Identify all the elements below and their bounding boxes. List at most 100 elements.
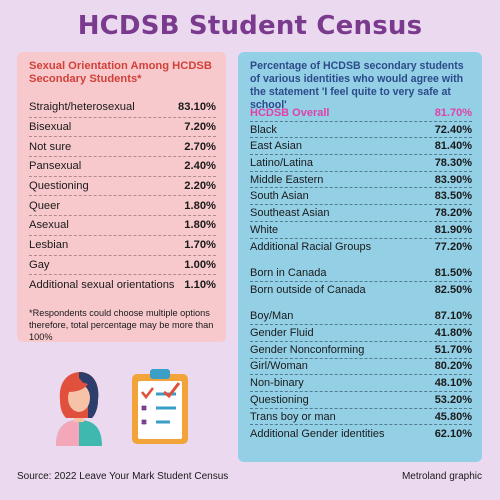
table-row: Lesbian 1.70% bbox=[29, 236, 216, 256]
row-label: Born outside of Canada bbox=[250, 284, 366, 297]
row-label: Questioning bbox=[29, 180, 89, 193]
row-label: Black bbox=[250, 123, 277, 136]
table-row: Straight/heterosexual 83.10% bbox=[29, 98, 216, 118]
row-label: South Asian bbox=[250, 190, 309, 203]
row-value: 83.10% bbox=[178, 101, 216, 114]
row-label: Additional sexual orientations bbox=[29, 279, 175, 292]
row-value: 1.00% bbox=[184, 258, 216, 271]
table-row: Non-binary 48.10% bbox=[250, 375, 472, 392]
table-row: Born outside of Canada 82.50% bbox=[250, 282, 472, 299]
row-value: 62.10% bbox=[434, 427, 472, 440]
row-label: Lesbian bbox=[29, 239, 69, 252]
table-row: Boy/Man 87.10% bbox=[250, 309, 472, 326]
row-label: Asexual bbox=[29, 219, 69, 232]
row-value: 41.80% bbox=[434, 327, 472, 340]
footer: Source: 2022 Leave Your Mark Student Cen… bbox=[0, 466, 500, 488]
row-label: HCDSB Overall bbox=[250, 106, 330, 119]
table-row: Pansexual 2.40% bbox=[29, 157, 216, 177]
row-value: 7.20% bbox=[184, 121, 216, 134]
row-label: Not sure bbox=[29, 140, 72, 153]
row-value: 1.80% bbox=[184, 219, 216, 232]
row-label: Bisexual bbox=[29, 121, 72, 134]
row-label: Non-binary bbox=[250, 377, 304, 390]
row-label: Questioning bbox=[250, 393, 309, 406]
row-value: 83.90% bbox=[434, 173, 472, 186]
row-label: Born in Canada bbox=[250, 267, 327, 280]
row-value: 81.50% bbox=[434, 267, 472, 280]
table-row: Bisexual 7.20% bbox=[29, 118, 216, 138]
row-value: 83.50% bbox=[434, 190, 472, 203]
row-value: 81.40% bbox=[434, 140, 472, 153]
row-value: 81.90% bbox=[434, 223, 472, 236]
row-label: White bbox=[250, 223, 279, 236]
gender-table: Boy/Man 87.10% Gender Fluid 41.80% Gender No… bbox=[250, 309, 472, 443]
row-value: 1.10% bbox=[184, 279, 216, 292]
clipboard-checklist-icon bbox=[128, 368, 192, 446]
sexual-orientation-panel: Sexual Orientation Among HCDSB Secondary… bbox=[17, 52, 226, 342]
row-label: Pansexual bbox=[29, 160, 82, 173]
row-value: 87.10% bbox=[434, 310, 472, 323]
credit-text: Metroland graphic bbox=[401, 471, 482, 482]
safety-heading: Percentage of HCDSB secondary students o… bbox=[250, 60, 464, 111]
table-row: Latino/Latina 78.30% bbox=[250, 155, 472, 172]
row-label: Southeast Asian bbox=[250, 206, 330, 219]
overall-row: HCDSB Overall 81.70% bbox=[250, 105, 472, 122]
row-label: Latino/Latina bbox=[250, 156, 313, 169]
row-value: 78.20% bbox=[434, 206, 472, 219]
source-text: Source: 2022 Leave Your Mark Student Cen… bbox=[17, 471, 229, 482]
row-value: 80.20% bbox=[434, 360, 472, 373]
table-row: Not sure 2.70% bbox=[29, 137, 216, 158]
table-row: Questioning 2.20% bbox=[29, 177, 216, 197]
table-row: Additional sexual orientations 1.10% bbox=[29, 275, 216, 295]
row-label: Gender Nonconforming bbox=[250, 343, 365, 356]
row-value: 1.80% bbox=[184, 199, 216, 212]
race-table: Black 72.40% East Asian 81.40% Latino/Latina… bbox=[250, 122, 472, 256]
row-value: 72.40% bbox=[434, 123, 472, 136]
row-value: 48.10% bbox=[434, 377, 472, 390]
table-row: Additional Racial Groups 77.20% bbox=[250, 239, 472, 256]
table-row: Girl/Woman 80.20% bbox=[250, 359, 472, 376]
row-value: 77.20% bbox=[434, 240, 472, 253]
table-row: Questioning 53.20% bbox=[250, 392, 472, 409]
page-title: HCDSB Student Census bbox=[77, 11, 423, 41]
row-value: 81.70% bbox=[434, 106, 472, 119]
person-icon bbox=[48, 370, 110, 446]
table-row: Gender Nonconforming 51.70% bbox=[250, 342, 472, 359]
table-row: Southeast Asian 78.20% bbox=[250, 205, 472, 222]
table-row: Queer 1.80% bbox=[29, 196, 216, 217]
row-label: Queer bbox=[29, 199, 61, 212]
table-row: White 81.90% bbox=[250, 222, 472, 239]
row-label: Boy/Man bbox=[250, 310, 294, 323]
table-row: South Asian 83.50% bbox=[250, 188, 472, 206]
row-label: Gay bbox=[29, 258, 50, 271]
table-row: Middle Eastern 83.90% bbox=[250, 172, 472, 189]
row-value: 2.70% bbox=[184, 140, 216, 153]
row-label: Trans boy or man bbox=[250, 410, 336, 423]
row-label: Gender Fluid bbox=[250, 327, 314, 340]
row-value: 53.20% bbox=[434, 393, 472, 406]
row-value: 45.80% bbox=[434, 410, 472, 423]
table-row: East Asian 81.40% bbox=[250, 138, 472, 156]
sexual-orientation-heading: Sexual Orientation Among HCDSB Secondary… bbox=[29, 60, 212, 85]
table-row: Additional Gender identities 62.10% bbox=[250, 425, 472, 442]
safety-panel: Percentage of HCDSB secondary students o… bbox=[238, 52, 482, 462]
table-row: Asexual 1.80% bbox=[29, 216, 216, 236]
row-value: 78.30% bbox=[434, 156, 472, 169]
row-value: 2.20% bbox=[184, 180, 216, 193]
row-value: 51.70% bbox=[434, 343, 472, 356]
row-label: Additional Gender identities bbox=[250, 427, 385, 440]
row-label: Girl/Woman bbox=[250, 360, 308, 373]
row-value: 82.50% bbox=[434, 284, 472, 297]
row-label: Additional Racial Groups bbox=[250, 240, 372, 253]
row-value: 1.70% bbox=[184, 239, 216, 252]
table-row: Black 72.40% bbox=[250, 122, 472, 139]
row-label: Middle Eastern bbox=[250, 173, 324, 186]
table-row: Gay 1.00% bbox=[29, 256, 216, 276]
row-label: East Asian bbox=[250, 140, 302, 153]
table-row: Gender Fluid 41.80% bbox=[250, 325, 472, 342]
sexual-orientation-table: Straight/heterosexual 83.10% Bisexual 7.20%… bbox=[29, 98, 216, 295]
footnote: *Respondents could choose multiple optio… bbox=[29, 307, 214, 342]
table-row: Trans boy or man 45.80% bbox=[250, 409, 472, 426]
birthplace-table: Born in Canada 81.50% Born outside of Cana… bbox=[250, 265, 472, 298]
row-label: Straight/heterosexual bbox=[29, 101, 135, 114]
